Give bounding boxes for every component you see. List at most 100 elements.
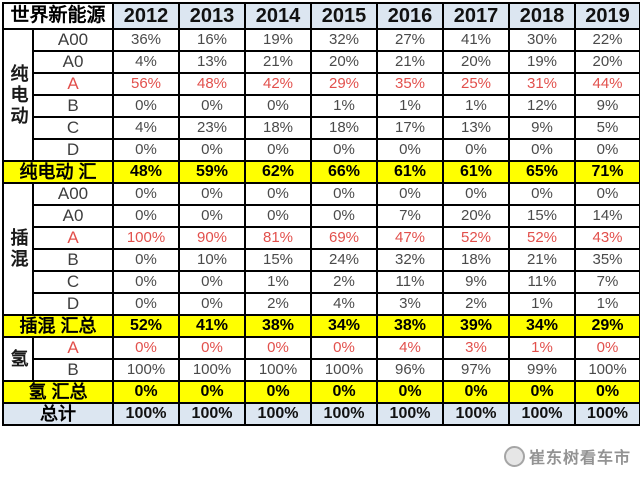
summary-label: 纯电动 汇	[1, 160, 115, 184]
class-label: D	[31, 292, 115, 316]
value-cell: 47%	[376, 226, 445, 250]
value-cell: 20%	[310, 50, 379, 74]
class-label: D	[31, 138, 115, 162]
value-cell: 0%	[310, 336, 379, 360]
value-cell: 9%	[508, 116, 577, 140]
value-cell: 31%	[508, 72, 577, 96]
watermark-text: 崔东树看车市	[529, 450, 632, 467]
value-cell: 42%	[244, 72, 313, 96]
class-label: A0	[31, 204, 115, 228]
value-cell: 56%	[112, 72, 181, 96]
table-row: C 0% 0% 1% 2% 11% 9% 11% 7%	[3, 270, 640, 294]
value-cell: 44%	[574, 72, 640, 96]
value-cell: 0%	[508, 182, 577, 206]
value-cell: 0%	[574, 182, 640, 206]
value-cell: 18%	[244, 116, 313, 140]
group-label: 纯电动	[2, 28, 34, 162]
summary-value: 0%	[574, 380, 640, 404]
value-cell: 20%	[442, 50, 511, 74]
value-cell: 0%	[508, 138, 577, 162]
value-cell: 11%	[508, 270, 577, 294]
value-cell: 1%	[508, 292, 577, 316]
value-cell: 7%	[376, 204, 445, 228]
value-cell: 69%	[310, 226, 379, 250]
total-value: 100%	[112, 402, 181, 426]
value-cell: 22%	[574, 28, 640, 52]
class-label: B	[31, 358, 115, 382]
year-header: 2015	[310, 2, 379, 30]
class-label: A	[31, 336, 115, 360]
value-cell: 25%	[442, 72, 511, 96]
value-cell: 0%	[244, 138, 313, 162]
value-cell: 100%	[574, 358, 640, 382]
value-cell: 20%	[574, 50, 640, 74]
value-cell: 0%	[178, 270, 247, 294]
summary-label: 插混 汇总	[1, 314, 115, 338]
summary-value: 52%	[112, 314, 181, 338]
value-cell: 0%	[112, 138, 181, 162]
year-header: 2016	[376, 2, 445, 30]
value-cell: 41%	[442, 28, 511, 52]
value-cell: 19%	[508, 50, 577, 74]
value-cell: 9%	[442, 270, 511, 294]
summary-value: 0%	[178, 380, 247, 404]
value-cell: 29%	[310, 72, 379, 96]
summary-row: 纯电动 汇 48% 59% 62% 66% 61% 61% 65% 71%	[1, 160, 640, 184]
summary-value: 66%	[310, 160, 379, 184]
value-cell: 1%	[376, 94, 445, 118]
total-row: 总计 100% 100% 100% 100% 100% 100% 100% 100%	[1, 402, 640, 426]
summary-value: 34%	[508, 314, 577, 338]
table-row: A0 4% 13% 21% 20% 21% 20% 19% 20%	[3, 50, 640, 74]
value-cell: 7%	[574, 270, 640, 294]
value-cell: 0%	[112, 248, 181, 272]
group-label: 插混	[2, 182, 34, 316]
value-cell: 18%	[442, 248, 511, 272]
value-cell: 97%	[442, 358, 511, 382]
value-cell: 17%	[376, 116, 445, 140]
value-cell: 13%	[442, 116, 511, 140]
value-cell: 10%	[178, 248, 247, 272]
value-cell: 0%	[112, 336, 181, 360]
value-cell: 36%	[112, 28, 181, 52]
value-cell: 1%	[574, 292, 640, 316]
group-label: 氢	[2, 336, 34, 382]
value-cell: 0%	[310, 204, 379, 228]
summary-value: 38%	[244, 314, 313, 338]
value-cell: 0%	[244, 204, 313, 228]
value-cell: 0%	[112, 94, 181, 118]
value-cell: 52%	[442, 226, 511, 250]
table-title: 世界新能源	[1, 2, 115, 30]
total-value: 100%	[376, 402, 445, 426]
class-label: B	[31, 94, 115, 118]
value-cell: 27%	[376, 28, 445, 52]
value-cell: 1%	[508, 336, 577, 360]
year-header: 2013	[178, 2, 247, 30]
summary-value: 34%	[310, 314, 379, 338]
value-cell: 0%	[112, 270, 181, 294]
total-label: 总计	[1, 402, 115, 426]
value-cell: 1%	[244, 270, 313, 294]
value-cell: 0%	[442, 138, 511, 162]
table-row: D 0% 0% 0% 0% 0% 0% 0% 0%	[3, 138, 640, 162]
summary-row: 氢 汇总 0% 0% 0% 0% 0% 0% 0% 0%	[1, 380, 640, 404]
value-cell: 2%	[310, 270, 379, 294]
table-row: 纯电动 A00 36% 16% 19% 32% 27% 41% 30% 22%	[2, 28, 640, 162]
total-value: 100%	[310, 402, 379, 426]
value-cell: 0%	[178, 94, 247, 118]
value-cell: 2%	[442, 292, 511, 316]
summary-row: 插混 汇总 52% 41% 38% 34% 38% 39% 34% 29%	[1, 314, 640, 338]
value-cell: 15%	[508, 204, 577, 228]
table-row: A0 0% 0% 0% 0% 7% 20% 15% 14%	[3, 204, 640, 228]
summary-value: 62%	[244, 160, 313, 184]
class-label: B	[31, 248, 115, 272]
table-row: D 0% 0% 2% 4% 3% 2% 1% 1%	[3, 292, 640, 316]
value-cell: 43%	[574, 226, 640, 250]
value-cell: 99%	[508, 358, 577, 382]
value-cell: 0%	[574, 336, 640, 360]
year-header: 2017	[442, 2, 511, 30]
value-cell: 100%	[112, 358, 181, 382]
summary-value: 41%	[178, 314, 247, 338]
value-cell: 4%	[112, 50, 181, 74]
summary-value: 38%	[376, 314, 445, 338]
table-row: B 0% 10% 15% 24% 32% 18% 21% 35%	[3, 248, 640, 272]
